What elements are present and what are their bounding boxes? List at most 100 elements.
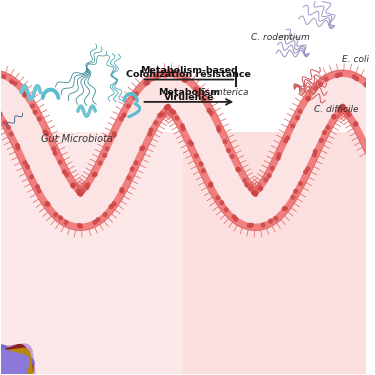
Circle shape [171, 110, 176, 115]
Circle shape [339, 104, 345, 110]
Circle shape [235, 167, 240, 172]
Bar [2, 2, 183, 374]
Circle shape [303, 169, 308, 174]
Circle shape [242, 178, 248, 183]
Circle shape [208, 182, 213, 187]
Text: Virulence: Virulence [164, 93, 214, 102]
Circle shape [340, 104, 345, 109]
Circle shape [326, 125, 331, 130]
Circle shape [84, 185, 89, 190]
Circle shape [338, 72, 343, 77]
Circle shape [134, 91, 139, 96]
Circle shape [35, 184, 40, 189]
Circle shape [332, 114, 337, 120]
Circle shape [139, 146, 144, 151]
Circle shape [352, 74, 357, 80]
Circle shape [273, 216, 278, 221]
Circle shape [369, 89, 374, 94]
Circle shape [134, 160, 138, 165]
Circle shape [215, 195, 220, 201]
Circle shape [293, 189, 298, 194]
Circle shape [201, 168, 206, 173]
Circle shape [209, 111, 214, 116]
Circle shape [25, 164, 30, 170]
Bar [183, 2, 366, 374]
Circle shape [324, 76, 329, 82]
Circle shape [86, 182, 90, 188]
Circle shape [193, 87, 198, 92]
Circle shape [78, 224, 83, 229]
Circle shape [159, 111, 164, 116]
Circle shape [165, 105, 171, 110]
Circle shape [313, 86, 318, 91]
Circle shape [166, 104, 171, 109]
Circle shape [251, 190, 256, 195]
Circle shape [223, 139, 228, 144]
Circle shape [181, 126, 186, 132]
Circle shape [130, 166, 135, 172]
Bar [2, 0, 366, 132]
Polygon shape [0, 70, 375, 230]
Circle shape [180, 123, 185, 129]
Circle shape [258, 185, 263, 190]
Circle shape [9, 131, 14, 136]
Circle shape [92, 220, 98, 225]
Circle shape [253, 192, 258, 197]
Circle shape [233, 217, 238, 222]
Circle shape [22, 91, 27, 96]
Circle shape [119, 187, 124, 192]
Circle shape [126, 104, 131, 109]
Circle shape [347, 112, 352, 117]
Circle shape [165, 104, 171, 109]
Circle shape [169, 72, 174, 77]
FancyBboxPatch shape [0, 349, 30, 375]
FancyBboxPatch shape [0, 353, 19, 375]
Circle shape [268, 219, 273, 224]
FancyBboxPatch shape [0, 344, 35, 375]
Circle shape [319, 138, 324, 143]
Circle shape [95, 217, 100, 222]
Circle shape [0, 111, 2, 116]
Circle shape [163, 73, 168, 78]
Circle shape [253, 191, 258, 196]
Circle shape [226, 148, 231, 153]
Circle shape [189, 141, 194, 147]
Circle shape [70, 182, 75, 188]
Circle shape [15, 143, 20, 148]
FancyBboxPatch shape [0, 344, 34, 375]
Circle shape [92, 172, 97, 177]
Circle shape [30, 104, 35, 109]
Circle shape [331, 114, 336, 119]
Circle shape [126, 175, 131, 180]
Circle shape [353, 122, 358, 127]
FancyBboxPatch shape [0, 349, 13, 375]
Circle shape [63, 220, 69, 225]
Circle shape [78, 192, 83, 197]
Circle shape [103, 212, 108, 217]
Text: Gut Microbiota: Gut Microbiota [42, 134, 114, 144]
Circle shape [105, 146, 110, 152]
Circle shape [174, 116, 179, 121]
Circle shape [108, 204, 114, 209]
Circle shape [208, 183, 213, 188]
Circle shape [169, 108, 174, 114]
Circle shape [340, 105, 345, 110]
Circle shape [313, 149, 318, 154]
Circle shape [22, 92, 27, 98]
Circle shape [340, 105, 345, 110]
Circle shape [338, 105, 343, 111]
Circle shape [42, 129, 48, 135]
Circle shape [261, 222, 266, 228]
Circle shape [231, 214, 237, 220]
Text: Colonization resistance: Colonization resistance [126, 70, 251, 79]
FancyBboxPatch shape [0, 351, 26, 375]
Circle shape [78, 191, 83, 196]
Circle shape [75, 189, 81, 194]
Circle shape [363, 82, 369, 87]
Circle shape [353, 121, 358, 126]
Circle shape [2, 74, 6, 79]
Circle shape [337, 108, 342, 113]
Text: C. rodentium: C. rodentium [251, 33, 309, 42]
Circle shape [297, 109, 303, 114]
Circle shape [263, 177, 268, 183]
